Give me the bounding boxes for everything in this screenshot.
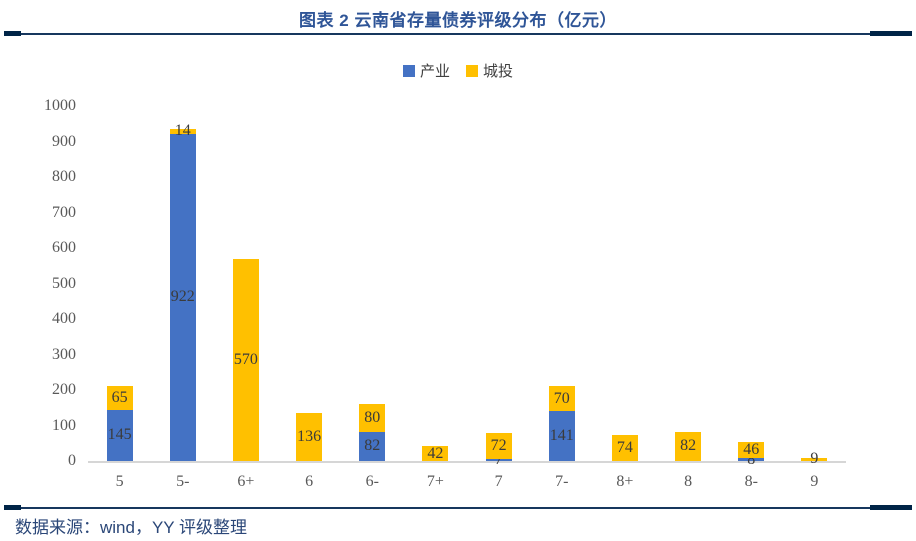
bar-value-label: 70 xyxy=(553,389,570,407)
bar-value-label: 922 xyxy=(170,288,195,306)
y-tick-label: 0 xyxy=(68,452,76,469)
bar-value-label: 570 xyxy=(233,350,258,368)
legend-item-industry: 产业 xyxy=(402,60,450,81)
bar-value-label: 46 xyxy=(743,441,760,458)
y-tick-label: 200 xyxy=(52,381,76,398)
x-tick-label: 6- xyxy=(365,473,379,490)
bar-value-label: 14 xyxy=(174,122,191,140)
bar-segment xyxy=(106,386,133,410)
bar-segment xyxy=(169,128,196,134)
bar-value-label: 82 xyxy=(680,437,697,455)
x-tick-label: 7- xyxy=(555,473,569,490)
y-tick-label: 1000 xyxy=(44,97,76,114)
bar-segment xyxy=(169,133,196,461)
legend-item-chengtou: 城投 xyxy=(466,60,513,81)
y-tick-label: 400 xyxy=(52,310,76,327)
bar-segment xyxy=(422,446,449,461)
x-tick-label: 6 xyxy=(305,473,314,490)
bar-value-label: 82 xyxy=(364,437,381,455)
x-tick-label: 7 xyxy=(494,473,503,490)
bar-value-label: 72 xyxy=(490,436,507,454)
x-tick-label: 8+ xyxy=(616,473,634,490)
legend-swatch xyxy=(402,64,415,77)
y-tick-label: 700 xyxy=(52,203,76,221)
x-tick-label: 7+ xyxy=(426,473,444,490)
bar-segment xyxy=(548,386,575,411)
y-tick-label: 500 xyxy=(52,274,76,292)
x-tick-label: 5 xyxy=(115,473,124,490)
data-source-note: 数据来源：wind，YY 评级整理 xyxy=(15,518,248,537)
x-tick-label: 5- xyxy=(176,473,190,490)
chart-title: 图表 2 云南省存量债券评级分布（亿元） xyxy=(299,11,617,30)
title-divider-rule xyxy=(4,31,912,36)
bar-segment xyxy=(359,431,386,461)
chart-legend: 产业 城投 xyxy=(0,60,916,81)
bar-segment xyxy=(738,458,765,461)
x-tick-label: 8 xyxy=(684,473,693,490)
bar-segment xyxy=(106,409,133,461)
bar-segment xyxy=(611,434,638,461)
x-tick-label: 8- xyxy=(744,473,758,490)
bar-value-label: 65 xyxy=(111,389,128,406)
bar-value-label: 8 xyxy=(747,450,756,468)
footer-divider-rule xyxy=(4,505,912,510)
bar-segment xyxy=(485,458,512,461)
bar-segment xyxy=(548,410,575,461)
legend-swatch xyxy=(466,64,478,77)
plot-area: 0 100 200 300 400 500 600 700 800 900 1000 5 145 65 5-… xyxy=(44,97,846,490)
bar-value-label: 74 xyxy=(616,438,633,456)
bar-segment xyxy=(801,457,828,461)
bar-segment xyxy=(296,412,323,461)
bar-segment xyxy=(359,403,386,432)
y-tick-label: 600 xyxy=(52,239,76,256)
y-tick-label: 900 xyxy=(52,132,76,150)
bar-value-label: 9 xyxy=(810,450,819,468)
x-tick-label: 6+ xyxy=(237,473,255,490)
y-tick-label: 100 xyxy=(52,416,76,434)
bar-value-label: 141 xyxy=(549,426,574,444)
legend-label: 产业 xyxy=(419,64,450,80)
y-tick-label: 300 xyxy=(52,345,76,363)
bar-segment xyxy=(675,431,702,461)
bar-value-label: 145 xyxy=(107,426,132,444)
x-tick-label: 9 xyxy=(810,473,819,490)
bar-value-label: 80 xyxy=(364,408,381,426)
legend-label: 城投 xyxy=(483,64,514,80)
bar-value-label: 7 xyxy=(494,450,503,468)
y-tick-label: 800 xyxy=(52,168,76,185)
bar-value-label: 42 xyxy=(427,444,444,462)
bar-value-label: 136 xyxy=(297,427,322,445)
bar-segment xyxy=(485,432,512,459)
bar-segment xyxy=(232,258,259,461)
bar-segment xyxy=(738,441,765,459)
